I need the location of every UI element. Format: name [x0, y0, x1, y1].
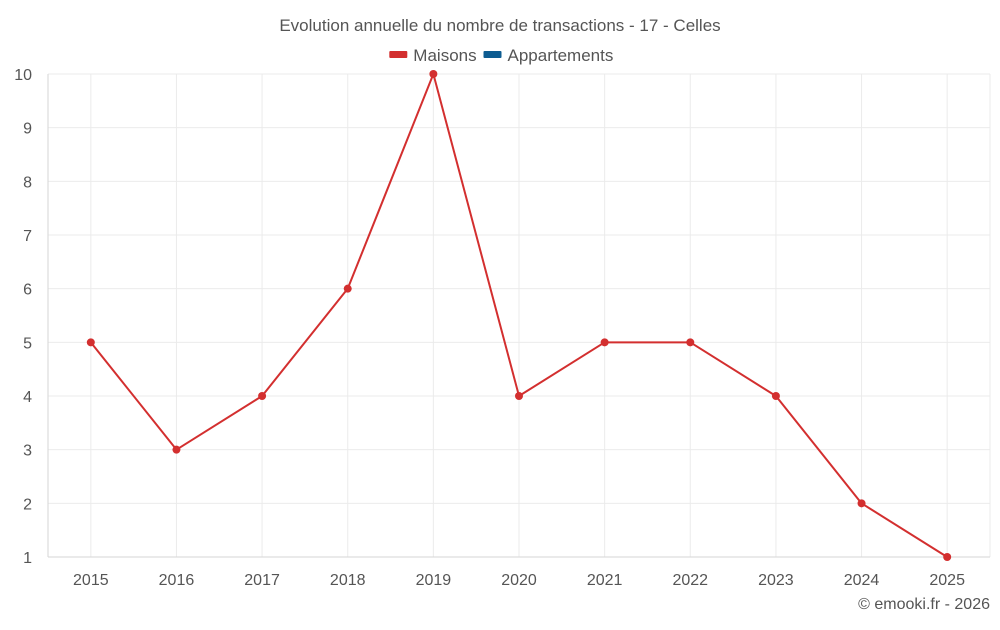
legend-item-appartements[interactable]: Appartements	[483, 46, 614, 65]
x-tick-label: 2025	[929, 572, 965, 589]
x-tick-label: 2023	[758, 572, 794, 589]
x-tick-label: 2016	[159, 572, 195, 589]
data-point[interactable]	[429, 70, 438, 78]
y-tick-label: 10	[14, 67, 32, 84]
y-tick-label: 8	[23, 174, 32, 191]
data-point[interactable]	[86, 338, 95, 347]
data-point[interactable]	[258, 392, 267, 400]
data-point[interactable]	[857, 499, 866, 508]
data-point[interactable]	[343, 284, 352, 293]
legend-swatch	[389, 51, 408, 58]
legend-item-maisons[interactable]: Maisons	[389, 46, 477, 65]
legend: Maisons Appartements	[389, 46, 613, 65]
x-tick-label: 2017	[244, 572, 280, 589]
y-tick-label: 5	[23, 335, 32, 352]
x-tick-label: 2015	[73, 572, 109, 589]
data-point[interactable]	[515, 392, 523, 400]
legend-swatch	[483, 51, 502, 58]
y-tick-label: 1	[23, 550, 32, 567]
legend-label: Maisons	[413, 46, 476, 65]
x-tick-label: 2020	[501, 572, 537, 589]
y-tick-label: 6	[23, 282, 32, 299]
x-tick-label: 2024	[844, 572, 880, 589]
axes: 1 2 3 4 5 6 7 8 9 10 2015 2016 2017 2018 2019 2020 2021 2…	[14, 67, 991, 589]
y-tick-label: 7	[23, 228, 32, 245]
x-tick-label: 2022	[672, 572, 708, 589]
x-tick-label: 2021	[587, 572, 623, 589]
data-point[interactable]	[172, 445, 181, 454]
x-tick-label: 2018	[330, 572, 366, 589]
legend-label: Appartements	[508, 46, 614, 65]
chart-title: Evolution annuelle du nombre de transact…	[279, 16, 720, 35]
data-point[interactable]	[600, 338, 609, 347]
y-tick-label: 3	[23, 443, 32, 460]
credit-text: © emooki.fr - 2026	[858, 596, 990, 613]
y-tick-label: 4	[23, 389, 32, 406]
x-tick-label: 2019	[416, 572, 452, 589]
grid-lines	[48, 73, 990, 557]
y-tick-label: 2	[23, 496, 32, 513]
data-point[interactable]	[686, 338, 695, 347]
series-layer	[86, 70, 952, 561]
data-point[interactable]	[943, 553, 952, 561]
data-point[interactable]	[771, 392, 780, 400]
y-tick-label: 9	[23, 121, 32, 138]
